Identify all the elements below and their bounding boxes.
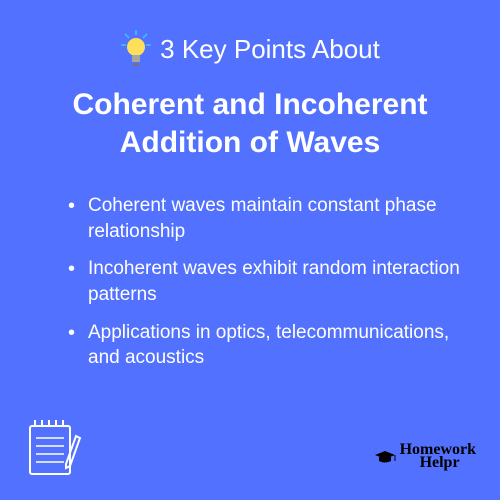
notepad-icon bbox=[26, 416, 82, 478]
graduation-cap-icon bbox=[374, 449, 396, 465]
list-item: Coherent waves maintain constant phase r… bbox=[68, 193, 460, 244]
brand-text: Homework Helpr bbox=[400, 443, 476, 470]
lightbulb-icon bbox=[120, 30, 152, 68]
list-item: Incoherent waves exhibit random interact… bbox=[68, 256, 460, 307]
bullet-list: Coherent waves maintain constant phase r… bbox=[40, 193, 460, 371]
page-title: Coherent and Incoherent Addition of Wave… bbox=[40, 86, 460, 161]
header-row: 3 Key Points About bbox=[40, 30, 460, 68]
overline-text: 3 Key Points About bbox=[160, 34, 380, 65]
list-item: Applications in optics, telecommunicatio… bbox=[68, 320, 460, 371]
brand-logo: Homework Helpr bbox=[374, 443, 476, 470]
